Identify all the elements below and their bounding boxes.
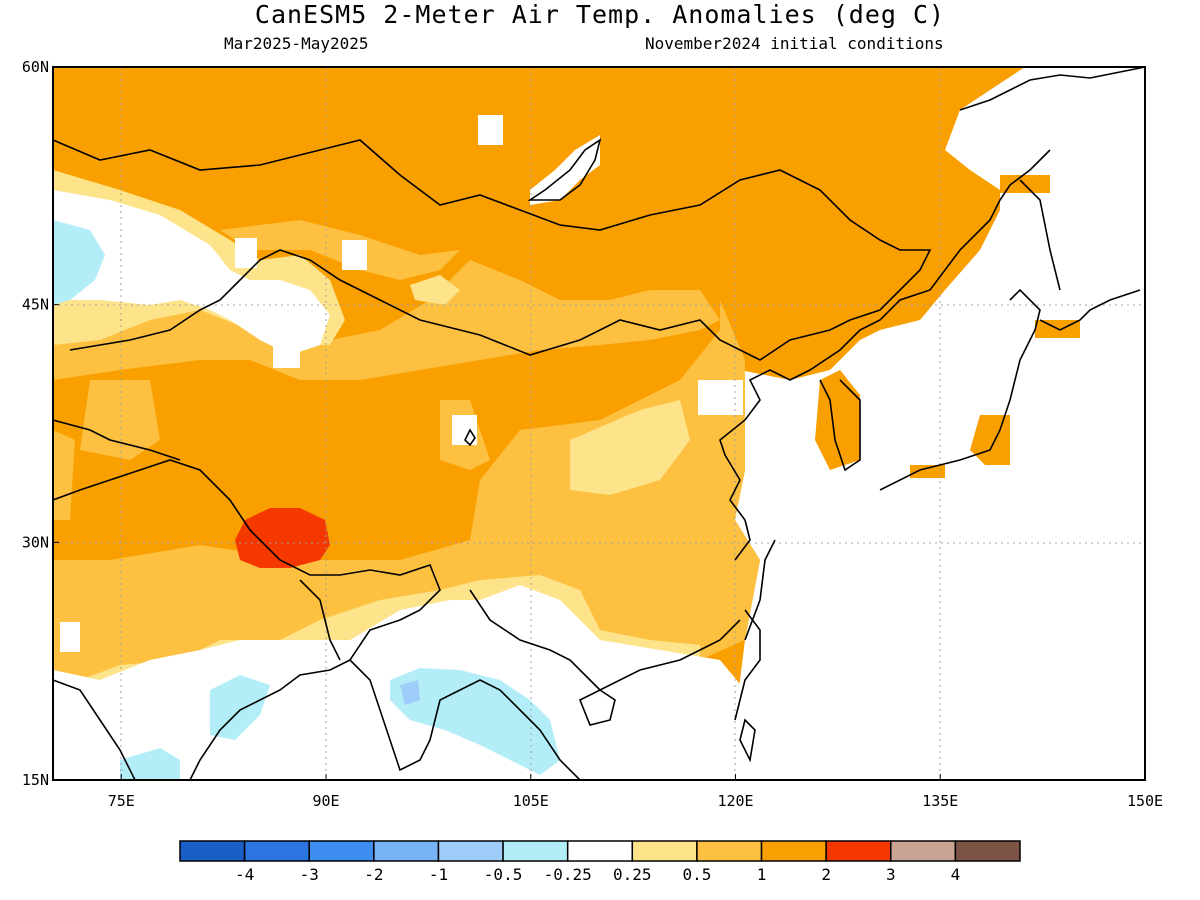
anomaly-field	[53, 67, 1145, 780]
colorbar-label: 3	[886, 865, 896, 884]
cool-patch-india	[210, 675, 270, 740]
colorbar-label: 4	[951, 865, 961, 884]
forecast-period: Mar2025-May2025	[224, 34, 369, 53]
lon-tick-label: 90E	[312, 792, 339, 810]
hot-spot-tibet	[235, 508, 330, 568]
colorbar-label: 1	[757, 865, 767, 884]
colorbar-label: 2	[821, 865, 831, 884]
colorbar-swatch	[179, 840, 246, 862]
colorbar-swatch	[566, 840, 634, 862]
neutral-region-east	[705, 67, 1145, 780]
colorbar-swatch	[696, 840, 763, 862]
lat-tick-label: 60N	[22, 58, 49, 76]
colorbar-label: -4	[235, 865, 254, 884]
colorbar-swatch	[954, 840, 1021, 862]
cool-patch-indochina	[390, 668, 560, 775]
colorbar-swatch	[760, 840, 827, 862]
map-frame	[52, 66, 1146, 781]
colorbar-swatch	[308, 840, 375, 862]
cool-patch-west	[53, 220, 105, 305]
lon-tick-label: 120E	[717, 792, 753, 810]
colorbar-swatch	[502, 840, 569, 862]
coastlines-borders	[53, 67, 1145, 780]
map-title: CanESM5 2-Meter Air Temp. Anomalies (deg…	[254, 0, 946, 29]
band-0p5-1-north	[53, 260, 720, 380]
colorbar-label: -0.25	[544, 865, 592, 884]
initial-conditions: November2024 initial conditions	[645, 34, 944, 53]
lon-tick-label: 135E	[922, 792, 958, 810]
lat-tick-label: 30N	[22, 533, 49, 551]
lon-tick-label: 105E	[513, 792, 549, 810]
lon-tick-label: 150E	[1127, 792, 1163, 810]
lat-tick-label: 15N	[22, 771, 49, 789]
colorbar-swatch	[825, 840, 892, 862]
neutral-region-central-asia	[53, 190, 330, 355]
lon-tick-label: 75E	[108, 792, 135, 810]
colorbar-swatch	[631, 840, 698, 862]
colorbar-label: -0.5	[484, 865, 523, 884]
gridlines	[53, 67, 1145, 780]
longitude-axis: 75E 90E 105E 120E 135E 150E	[108, 774, 1163, 810]
colorbar-label: 0.5	[682, 865, 711, 884]
colorbar-swatch	[437, 840, 504, 862]
lat-tick-label: 45N	[22, 296, 49, 314]
colorbar-label: 0.25	[613, 865, 652, 884]
colorbar: -4 -3 -2 -1 -0.5 -0.25 0.25 0.5 1 2 3 4	[179, 840, 1021, 884]
colorbar-label: -3	[300, 865, 319, 884]
colorbar-swatch	[243, 840, 310, 862]
colorbar-swatch	[890, 840, 957, 862]
colorbar-label: -2	[364, 865, 383, 884]
colorbar-label: -1	[429, 865, 448, 884]
colorbar-swatch	[373, 840, 440, 862]
latitude-axis: 60N 45N 30N 15N	[22, 58, 59, 789]
